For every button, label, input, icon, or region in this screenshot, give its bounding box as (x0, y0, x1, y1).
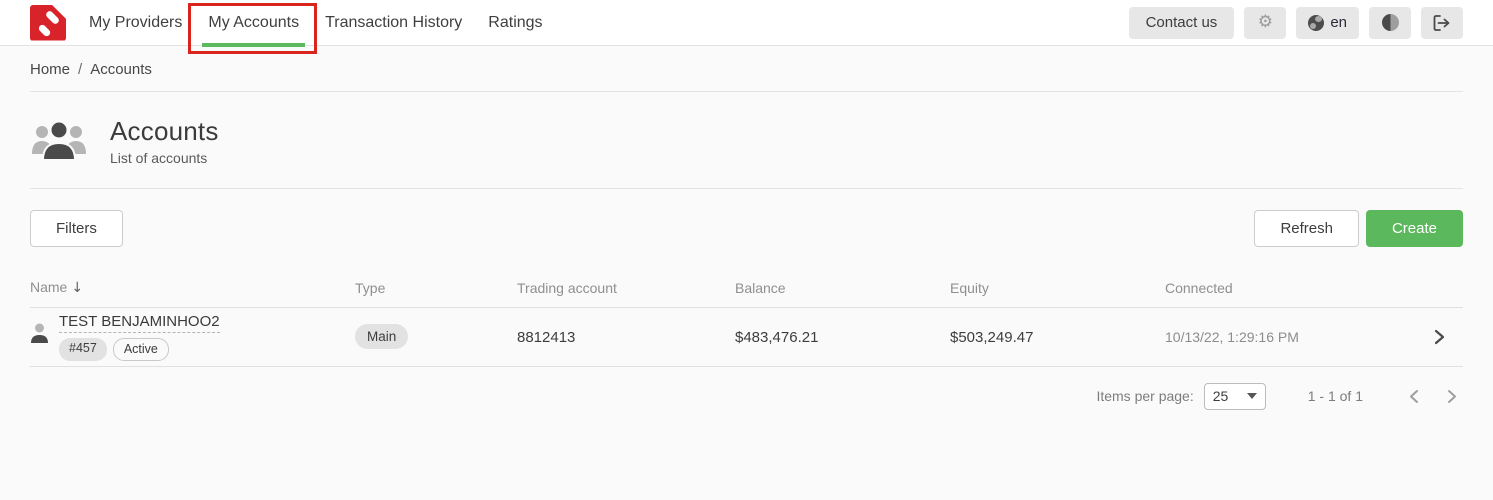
logo-dash (37, 22, 52, 38)
badges: #457 Active (59, 338, 220, 361)
nav-item-my-providers[interactable]: My Providers (89, 13, 183, 31)
brand-logo[interactable] (30, 4, 66, 41)
language-button[interactable]: en (1296, 6, 1359, 39)
items-per-page-value: 25 (1212, 388, 1229, 404)
next-page-button[interactable] (1441, 385, 1463, 408)
previous-page-button[interactable] (1403, 385, 1425, 408)
filters-button[interactable]: Filters (30, 210, 123, 247)
contrast-icon (1381, 14, 1399, 31)
column-header-type[interactable]: Type (355, 279, 386, 296)
page-titles: Accounts List of accounts (110, 116, 219, 166)
breadcrumb-separator: / (78, 61, 83, 78)
globe-icon (1308, 14, 1325, 31)
column-header-connected[interactable]: Connected (1165, 279, 1233, 296)
language-label: en (1330, 14, 1347, 31)
column-header-balance[interactable]: Balance (735, 279, 786, 296)
name-lines: TEST BENJAMINHOO2 #457 Active (59, 313, 220, 361)
equity-cell: $503,249.47 (950, 328, 1034, 346)
pagination: Items per page: 25 1 - 1 of 1 (0, 367, 1493, 413)
breadcrumb-home-link[interactable]: Home (30, 61, 71, 78)
main-nav: My Providers My Accounts Transaction His… (76, 0, 556, 54)
column-header-equity[interactable]: Equity (950, 279, 989, 296)
balance-cell: $483,476.21 (735, 328, 819, 346)
top-navbar: My Providers My Accounts Transaction His… (0, 0, 1493, 54)
accounts-group-icon (32, 120, 86, 161)
status-badge: Active (112, 338, 169, 361)
connected-cell: 10/13/22, 1:29:16 PM (1165, 329, 1299, 345)
person-icon (31, 323, 48, 343)
row-action-cell (1390, 329, 1463, 345)
refresh-button[interactable]: Refresh (1254, 210, 1359, 247)
toolbar: Filters Refresh Create (0, 189, 1493, 268)
account-type-cell: Main (355, 324, 517, 349)
navbar-actions: Contact us ⚙ en (1128, 6, 1463, 39)
page-title: Accounts (110, 116, 219, 146)
page-header: Accounts List of accounts (0, 92, 1493, 188)
trading-account-cell: 8812413 (517, 328, 576, 346)
items-per-page-label: Items per page: (1096, 388, 1194, 404)
divider (30, 91, 1463, 92)
column-header-trading-account[interactable]: Trading account (517, 279, 617, 296)
gear-icon: ⚙ (1257, 12, 1273, 32)
account-id-badge: #457 (59, 338, 107, 361)
chevron-right-icon (1448, 389, 1456, 403)
column-header-name[interactable]: Name ↓ (30, 279, 355, 296)
theme-contrast-button[interactable] (1369, 6, 1411, 39)
chevron-left-icon (1410, 389, 1418, 403)
items-per-page-select[interactable]: 25 (1203, 382, 1266, 410)
nav-item-ratings[interactable]: Ratings (488, 13, 543, 31)
account-name-link[interactable]: TEST BENJAMINHOO2 (59, 313, 220, 333)
breadcrumb-current: Accounts (90, 61, 152, 78)
nav-item-my-accounts[interactable]: My Accounts (188, 0, 318, 54)
page-arrows (1403, 385, 1463, 408)
table-row[interactable]: TEST BENJAMINHOO2 #457 Active Main 88124… (30, 308, 1463, 367)
chevron-down-icon (1246, 393, 1257, 399)
breadcrumb: Home / Accounts (0, 46, 1493, 91)
logout-icon (1433, 14, 1450, 31)
page-subtitle: List of accounts (110, 150, 208, 166)
column-label: Name (30, 279, 68, 295)
create-button[interactable]: Create (1365, 210, 1463, 247)
type-badge: Main (355, 324, 409, 349)
accounts-table: Name ↓ Type Trading account Balance Equit… (30, 268, 1463, 367)
sort-desc-icon: ↓ (71, 280, 84, 296)
divider (30, 188, 1463, 189)
nav-item-label: My Accounts (208, 13, 300, 31)
contact-us-button[interactable]: Contact us (1128, 6, 1235, 39)
page-range-label: 1 - 1 of 1 (1307, 388, 1363, 404)
account-name-cell: TEST BENJAMINHOO2 #457 Active (30, 313, 355, 361)
chevron-right-icon[interactable] (1434, 329, 1445, 345)
logout-button[interactable] (1421, 6, 1463, 39)
table-header-row: Name ↓ Type Trading account Balance Equit… (30, 268, 1463, 308)
settings-button[interactable]: ⚙ (1244, 6, 1287, 39)
logo-dash (44, 9, 61, 25)
nav-item-transaction-history[interactable]: Transaction History (325, 13, 463, 31)
